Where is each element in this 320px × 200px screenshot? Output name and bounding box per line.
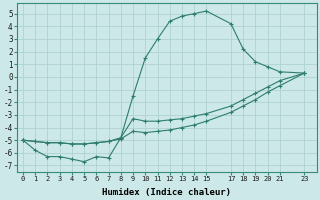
X-axis label: Humidex (Indice chaleur): Humidex (Indice chaleur) bbox=[102, 188, 231, 197]
